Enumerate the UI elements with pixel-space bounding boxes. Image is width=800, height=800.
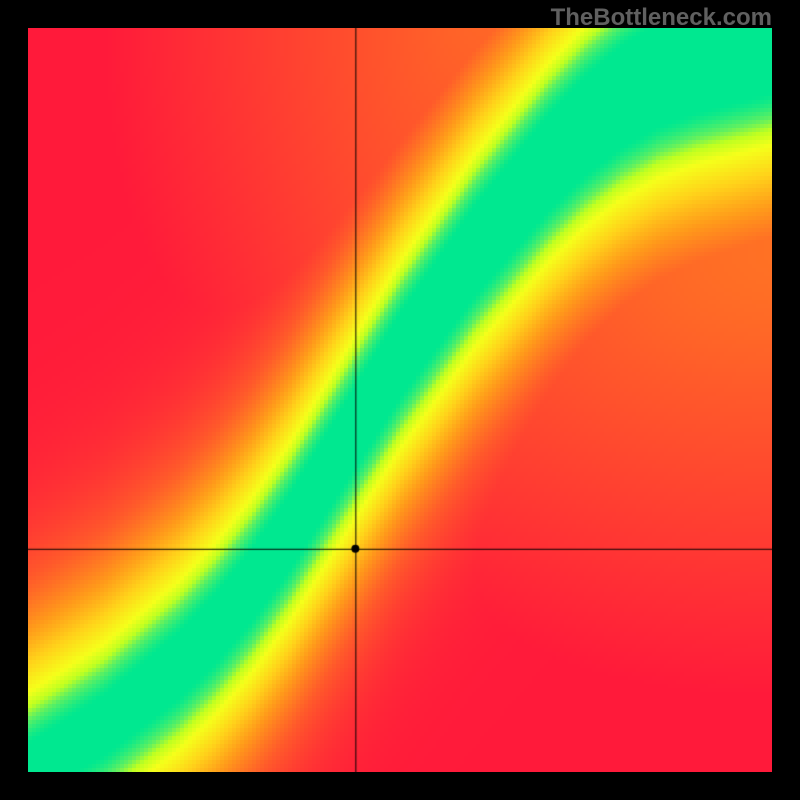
watermark-text: TheBottleneck.com — [551, 4, 772, 32]
figure-container: TheBottleneck.com — [0, 0, 800, 800]
plot-area — [28, 28, 772, 772]
crosshair-overlay — [28, 28, 772, 772]
